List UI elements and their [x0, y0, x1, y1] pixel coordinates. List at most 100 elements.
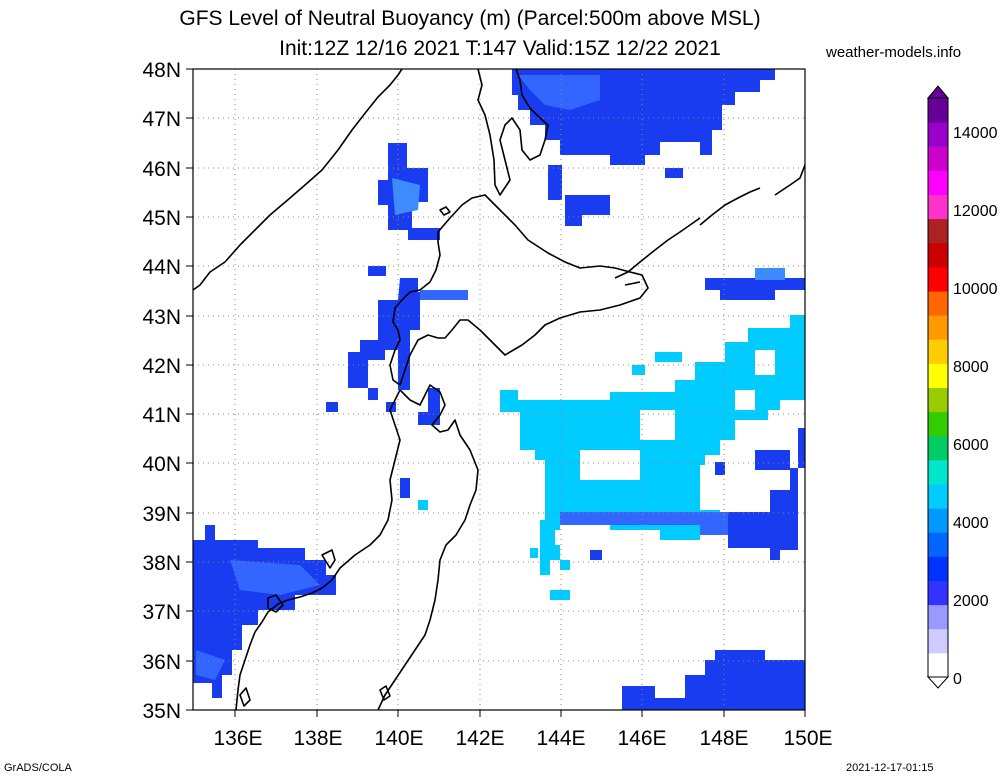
- colorbar-segment: [928, 339, 948, 364]
- field-pacific-cyan: [500, 315, 805, 600]
- lon-label: 150E: [783, 727, 832, 750]
- colorbar-segment: [928, 459, 948, 485]
- lat-label: 37N: [142, 601, 181, 624]
- mainland-coast: [192, 68, 403, 291]
- lat-label: 43N: [142, 306, 181, 329]
- kuril-coast-2: [699, 187, 761, 226]
- lon-label: 140E: [374, 727, 423, 750]
- field-cell: [530, 548, 538, 558]
- field-cell: [400, 478, 410, 498]
- field-tsugaru: [348, 278, 460, 390]
- map-border: [192, 68, 806, 711]
- field-hole: [640, 410, 675, 440]
- colorbar-segment: [928, 266, 948, 292]
- colorbar-segment: [928, 363, 948, 388]
- colorbar-label: 2000: [953, 593, 989, 610]
- field-cell: [408, 228, 440, 240]
- colorbar-segment: [928, 484, 948, 509]
- field-hole: [725, 480, 755, 505]
- colorbar-segment: [928, 387, 948, 413]
- noto-coast: [267, 594, 284, 613]
- sado-coast: [321, 549, 336, 569]
- lat-label: 36N: [142, 651, 181, 674]
- colorbar-segment: [928, 532, 948, 557]
- grads-credit: GrADS/COLA: [4, 762, 72, 774]
- field-cell: [540, 550, 552, 560]
- field-cell: [565, 195, 610, 226]
- hokkaido-coast: [389, 194, 649, 386]
- coastlines: [192, 68, 806, 711]
- colorbar-label: 12000: [953, 203, 998, 220]
- site-credit: weather-models.info: [826, 44, 962, 61]
- colorbar-segment: [928, 435, 948, 461]
- field-cell: [632, 365, 645, 375]
- lon-label: 148E: [699, 727, 748, 750]
- colorbar-label: 6000: [953, 437, 989, 454]
- field-cell: [420, 290, 468, 300]
- field-pacific-southeast: [622, 650, 805, 710]
- islet-coast: [239, 687, 251, 707]
- colorbar-label: 0: [953, 671, 962, 688]
- colorbar-segment: [928, 604, 948, 630]
- field-cell: [655, 352, 682, 362]
- lat-label: 40N: [142, 453, 181, 476]
- lon-label: 138E: [293, 727, 342, 750]
- field-cell: [590, 550, 602, 560]
- lat-label: 44N: [142, 256, 181, 279]
- lat-label: 47N: [142, 108, 181, 131]
- rishiri-coast: [439, 206, 451, 216]
- lat-label: 41N: [142, 404, 181, 427]
- colorbar-label: 4000: [953, 515, 989, 532]
- latitude-labels: 48N 47N 46N 45N 44N 43N 42N 41N 40N 39N …: [142, 59, 181, 723]
- generation-timestamp: 2021-12-17-01:15: [846, 762, 934, 774]
- field-hole: [755, 350, 775, 375]
- field-hole: [700, 465, 715, 480]
- colorbar-segment: [928, 411, 948, 437]
- colorbar-segment: [928, 218, 948, 244]
- field-cell: [230, 560, 320, 595]
- lat-label: 39N: [142, 503, 181, 526]
- colorbar-top-triangle: [926, 85, 950, 99]
- colorbar-label: 8000: [953, 359, 989, 376]
- colorbar-label: 14000: [953, 125, 998, 142]
- axis-ticks: [186, 68, 806, 717]
- title-line-2: Init:12Z 12/16 2021 T:147 Valid:15Z 12/2…: [279, 37, 721, 60]
- buoyancy-field: [193, 69, 805, 710]
- lon-label: 142E: [455, 727, 504, 750]
- field-cell: [196, 650, 225, 680]
- longitude-labels: 136E 138E 140E 142E 144E 146E 148E 150E: [213, 727, 832, 750]
- lat-label: 46N: [142, 158, 181, 181]
- field-kuril-east: [705, 278, 805, 300]
- colorbar-segment: [928, 580, 948, 606]
- honshu-west-coast: [235, 389, 401, 711]
- field-okhotsk-light: [518, 75, 600, 110]
- honshu-east-coast: [377, 384, 479, 711]
- field-cell: [560, 560, 570, 570]
- colorbar-segment: [928, 146, 948, 171]
- colorbar-segment: [928, 508, 948, 533]
- lon-label: 136E: [213, 727, 262, 750]
- graticule: [193, 69, 805, 710]
- colorbar-segment: [928, 556, 948, 581]
- colorbar-frame: [927, 97, 949, 678]
- kuril-coast-3: [774, 164, 806, 196]
- colorbar-segment: [928, 628, 948, 654]
- field-cell: [368, 388, 378, 400]
- field-cell: [392, 178, 420, 215]
- sakhalin-coast: [477, 68, 549, 196]
- lon-label: 144E: [536, 727, 585, 750]
- field-cell: [548, 165, 562, 200]
- colorbar-label: 10000: [953, 281, 998, 298]
- field-hole: [735, 390, 755, 410]
- colorbar-segment: [928, 291, 948, 316]
- kuril-coast-1: [614, 217, 701, 279]
- field-cell: [418, 500, 428, 510]
- field-cell: [665, 168, 683, 178]
- field-pacific-east: [728, 428, 805, 560]
- field-cell: [326, 402, 338, 412]
- lon-label: 146E: [617, 727, 666, 750]
- lat-label: 38N: [142, 552, 181, 575]
- colorbar-segment: [928, 242, 948, 268]
- lat-label: 35N: [142, 700, 181, 723]
